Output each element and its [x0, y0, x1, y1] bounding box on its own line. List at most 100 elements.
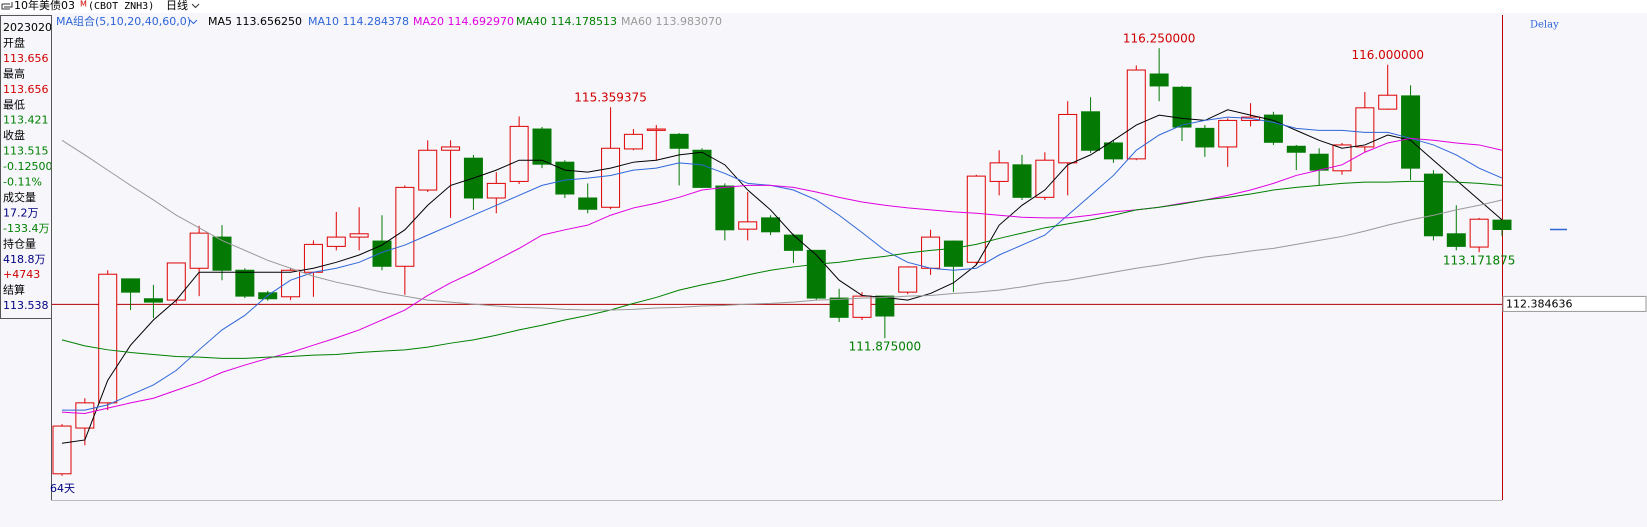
ma-line — [62, 116, 1503, 411]
info-item: 113.656 — [3, 52, 49, 65]
reference-label: 112.384636 — [1506, 297, 1572, 310]
reference-label-box — [1502, 295, 1647, 312]
period-dropdown-icon[interactable] — [191, 3, 200, 9]
extreme-label: 115.359375 — [574, 91, 647, 105]
legend-entry: MA20 114.692970 — [413, 15, 514, 28]
candle-body — [326, 236, 346, 247]
instrument-title: 10年美债03 — [14, 0, 75, 12]
ma-line — [61, 180, 1503, 359]
info-item: -0.11% — [3, 176, 42, 189]
candle-body — [829, 297, 849, 318]
candle-body — [623, 133, 643, 150]
info-item: 113.421 — [3, 114, 49, 127]
legend-value: 113.656250 — [236, 15, 302, 28]
candle-body — [1492, 219, 1512, 230]
period-selector[interactable]: 日线 — [166, 0, 188, 12]
info-item: 最低 — [3, 98, 25, 111]
candle-body — [1355, 107, 1375, 148]
legend-name: MA20 — [413, 15, 444, 28]
candle-body — [52, 425, 72, 475]
ma-line — [61, 137, 1503, 414]
info-item: 结算 — [3, 283, 25, 297]
candle-body — [989, 162, 1009, 182]
candle-body — [943, 240, 963, 267]
legend-name: MA40 — [516, 15, 547, 28]
info-item: 20230209 — [3, 21, 59, 34]
candle-body — [806, 249, 826, 299]
legend-entry: MA60 113.983070 — [621, 15, 722, 28]
candle-body — [143, 298, 163, 303]
candle-body — [486, 182, 506, 199]
info-item: 成交量 — [3, 190, 36, 204]
candle-body — [898, 266, 918, 293]
info-item: 418.8万 — [3, 253, 46, 266]
legend-entry: MA5 113.656250 — [208, 15, 302, 28]
candle-body — [532, 128, 552, 165]
candle-body — [1172, 86, 1192, 128]
info-item: -133.4万 — [3, 222, 49, 235]
info-item: 最高 — [3, 66, 25, 80]
extreme-label: 116.000000 — [1351, 48, 1424, 62]
legend-value: 114.692970 — [448, 15, 514, 28]
ma-line — [61, 139, 1503, 311]
info-item: +4743 — [3, 268, 40, 281]
candle-body — [1332, 144, 1352, 172]
candle-body — [783, 234, 803, 251]
legend-name: MA60 — [621, 15, 652, 28]
ma-line — [61, 109, 1503, 444]
info-panel — [0, 15, 52, 319]
legend-value: 114.178513 — [551, 15, 617, 28]
candle-body — [121, 278, 141, 293]
candle-body — [852, 295, 872, 318]
candle-body — [692, 149, 712, 188]
candle-body — [875, 295, 895, 317]
candle-body — [418, 149, 438, 191]
legend-value: 114.284378 — [343, 15, 409, 28]
candle-body — [1035, 159, 1055, 198]
candle-body — [1126, 69, 1146, 160]
extreme-label: 116.250000 — [1123, 32, 1196, 46]
candle-body — [1103, 142, 1123, 160]
candle-body — [441, 146, 461, 151]
info-item: -0.12500 — [3, 160, 52, 173]
legend-name: MA5 — [208, 15, 232, 28]
info-item: 收盘 — [3, 128, 25, 142]
candle-body — [395, 186, 415, 267]
extreme-label: 111.875000 — [849, 340, 922, 354]
ma-group-selector[interactable]: MA组合(5,10,20,40,60,0) — [56, 14, 191, 28]
candle-body — [669, 133, 689, 149]
info-panel-texts: 20230209开盘113.656最高113.656最低113.421收盘113… — [3, 21, 59, 312]
candle-body — [578, 197, 598, 210]
candle-body — [1378, 94, 1398, 110]
legend-entry: MA40 114.178513 — [516, 15, 617, 28]
candle-body — [1195, 127, 1215, 148]
candle-body — [601, 147, 621, 208]
info-item: 113.538 — [3, 299, 49, 312]
candle-body — [1012, 164, 1032, 198]
instrument-code: (CBOT ZNH3) — [88, 1, 154, 12]
candle-body — [1058, 113, 1078, 164]
candle-body — [1423, 173, 1443, 237]
window-icon — [1, 2, 13, 10]
candle-body — [98, 273, 118, 404]
instrument-badge: M — [80, 0, 87, 9]
candle-body — [1081, 111, 1101, 151]
candle-body — [212, 236, 232, 271]
candle-body — [966, 175, 986, 263]
legend-value: 113.983070 — [656, 15, 722, 28]
info-item: 开盘 — [3, 35, 25, 49]
candle-body — [1469, 218, 1489, 248]
candle-body — [509, 125, 529, 182]
candle-body — [349, 233, 369, 238]
candle-body — [1446, 233, 1466, 247]
info-item: 持仓量 — [3, 236, 36, 250]
candle-body — [646, 128, 666, 131]
candle-body — [235, 269, 255, 297]
candle-body — [1149, 73, 1169, 87]
ma-group-dropdown-icon[interactable] — [189, 19, 198, 25]
candle-body — [1401, 95, 1421, 169]
days-count: 64天 — [50, 482, 75, 495]
extreme-label: 113.171875 — [1443, 254, 1516, 268]
